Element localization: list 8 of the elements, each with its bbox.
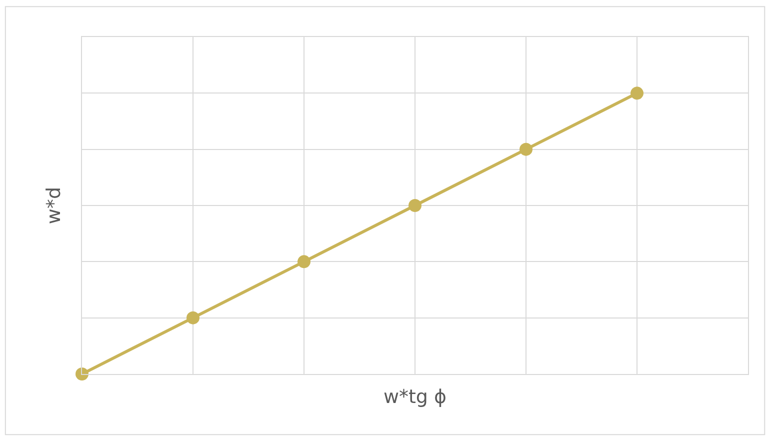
point xyxy=(630,86,644,100)
point xyxy=(186,311,200,324)
point xyxy=(76,368,88,380)
x-axis-title: w*tg ϕ xyxy=(383,386,447,408)
point xyxy=(408,199,422,212)
point xyxy=(298,255,310,268)
point xyxy=(520,142,532,156)
y-axis-title: w*d xyxy=(42,186,65,224)
